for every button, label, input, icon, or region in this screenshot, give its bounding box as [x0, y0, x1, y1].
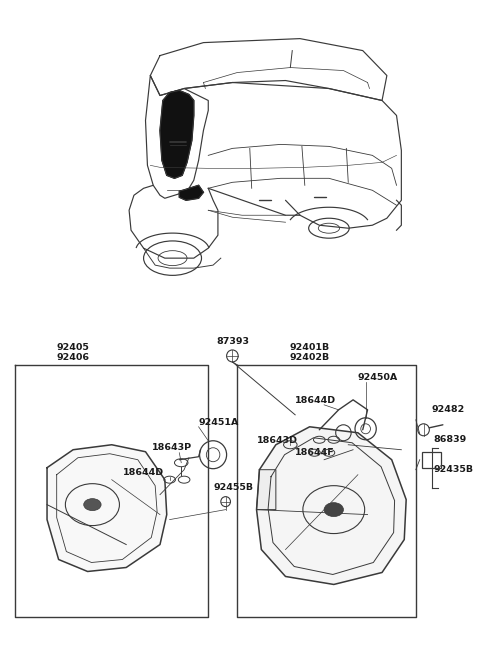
- Text: 18643D: 18643D: [256, 436, 298, 445]
- Ellipse shape: [84, 498, 101, 511]
- Polygon shape: [256, 427, 406, 584]
- Text: 18643P: 18643P: [152, 443, 192, 452]
- Text: 92482: 92482: [432, 405, 465, 414]
- Text: 18644D: 18644D: [295, 396, 336, 405]
- Text: 92435B: 92435B: [433, 464, 473, 474]
- Text: 92402B: 92402B: [289, 353, 330, 362]
- Text: 87393: 87393: [216, 337, 249, 346]
- Text: 92406: 92406: [57, 353, 90, 362]
- Text: 18644F: 18644F: [295, 448, 335, 457]
- Polygon shape: [256, 470, 276, 510]
- Ellipse shape: [324, 502, 343, 517]
- Text: 92405: 92405: [57, 343, 90, 352]
- Text: 92451A: 92451A: [199, 418, 239, 427]
- Bar: [421, 452, 441, 468]
- Text: 92455B: 92455B: [213, 483, 253, 492]
- Text: 92450A: 92450A: [358, 373, 398, 382]
- Text: 92401B: 92401B: [289, 343, 330, 352]
- Polygon shape: [180, 185, 204, 200]
- Text: 18644D: 18644D: [123, 468, 165, 477]
- Text: 86839: 86839: [433, 435, 467, 443]
- Polygon shape: [47, 445, 167, 571]
- Polygon shape: [160, 90, 194, 178]
